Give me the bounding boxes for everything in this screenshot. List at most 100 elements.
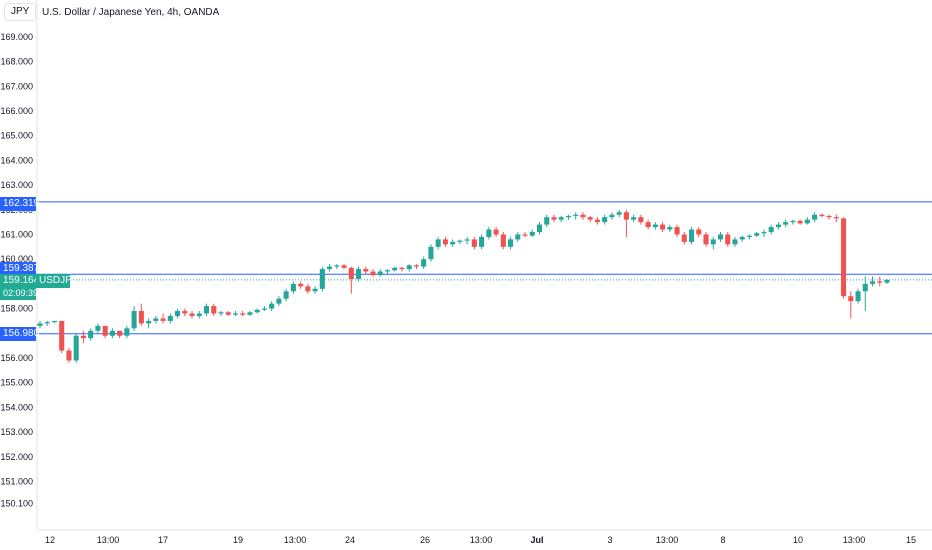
candle-body [732,239,738,245]
candle [232,311,238,316]
symbol-button[interactable]: JPY [4,3,37,21]
candle [464,236,470,245]
candle-body [797,220,803,224]
candle-body [877,281,883,283]
candle-body [254,309,260,313]
candle [384,269,391,274]
candle [435,236,441,250]
candle [457,239,463,245]
chart-title: U.S. Dollar / Japanese Yen, 4h, OANDA [42,7,220,18]
x-tick-label: 13:00 [843,535,866,545]
candle-body [413,265,419,267]
candle-body [377,271,383,276]
candle [565,214,572,220]
candle [761,229,767,237]
candle [392,266,398,272]
candle [710,236,716,250]
candle-body [117,330,123,336]
candle [117,330,123,339]
candle-body [305,286,311,292]
candle [276,296,282,307]
candle [261,306,267,312]
candle [160,313,166,324]
candle [681,232,687,245]
candle [696,227,702,237]
candle-body [435,239,441,247]
candle [95,323,101,334]
candle [790,219,796,225]
candle-body [363,269,369,272]
candle [812,212,818,223]
candle-body [203,306,210,314]
candle-body [855,291,861,302]
lower-level-badge: 156.980 [0,327,39,341]
candle [869,276,876,287]
candle-body [348,267,354,279]
candle-body [160,318,166,321]
y-tick-label: 156.000 [0,353,33,363]
candle [660,222,666,232]
candle-body [631,217,637,220]
candle-body [392,267,398,271]
candle [442,236,448,247]
candle [138,303,144,326]
candle-body [421,259,427,267]
candle [247,311,253,316]
candle-body [44,322,50,324]
candle [124,325,130,339]
candle [428,244,434,262]
candle [841,217,847,299]
candle-body [175,311,181,316]
candle-body [442,239,448,245]
upper-level-badge: 162.319 [0,197,39,211]
candle-body [384,270,391,272]
ticker-badge: USDJPY [36,274,78,288]
last-price-badge: 159.164 [0,274,39,288]
y-tick-label: 167.000 [0,81,33,91]
candle [348,266,354,294]
y-tick-label: 169.000 [0,32,33,42]
x-tick-label: 24 [345,535,355,545]
candle [146,318,152,329]
candle [877,276,883,287]
candle-body [594,219,600,223]
candle [486,227,492,240]
candle-body [804,219,810,224]
candle [167,313,173,324]
candle-body [703,234,709,245]
candle [602,214,608,225]
candle [450,239,456,247]
candle-body [696,229,702,235]
candle-body [746,235,752,237]
x-tick-label: 3 [607,535,612,545]
x-tick-label: 13:00 [97,535,120,545]
candle-body [51,320,58,323]
candle [558,215,564,223]
candle [493,227,499,237]
candle-body [689,229,695,242]
candle-body [355,269,362,279]
candle-body [218,312,224,314]
candle-body [754,233,760,236]
candle [631,214,637,223]
candle-body [247,312,253,315]
candle-body [536,224,543,232]
candle [399,266,405,272]
candle [88,328,94,341]
candle [536,222,543,235]
candle [196,311,202,319]
candle-body [240,313,246,315]
candle [290,281,296,294]
candle [775,222,781,230]
time-axis[interactable]: 12 13:00 17 19 13:00 24 26 13:00 Jul 3 13:00 8 10 13:… [37,529,932,545]
candle [855,288,861,304]
y-tick-label: 166.000 [0,106,33,116]
candle-body [587,217,593,220]
candle-body [167,315,173,321]
candle-body [761,232,767,234]
y-tick-label: 155.000 [0,378,33,388]
candle-body [623,212,629,220]
candle [819,213,825,218]
candle [529,229,535,237]
